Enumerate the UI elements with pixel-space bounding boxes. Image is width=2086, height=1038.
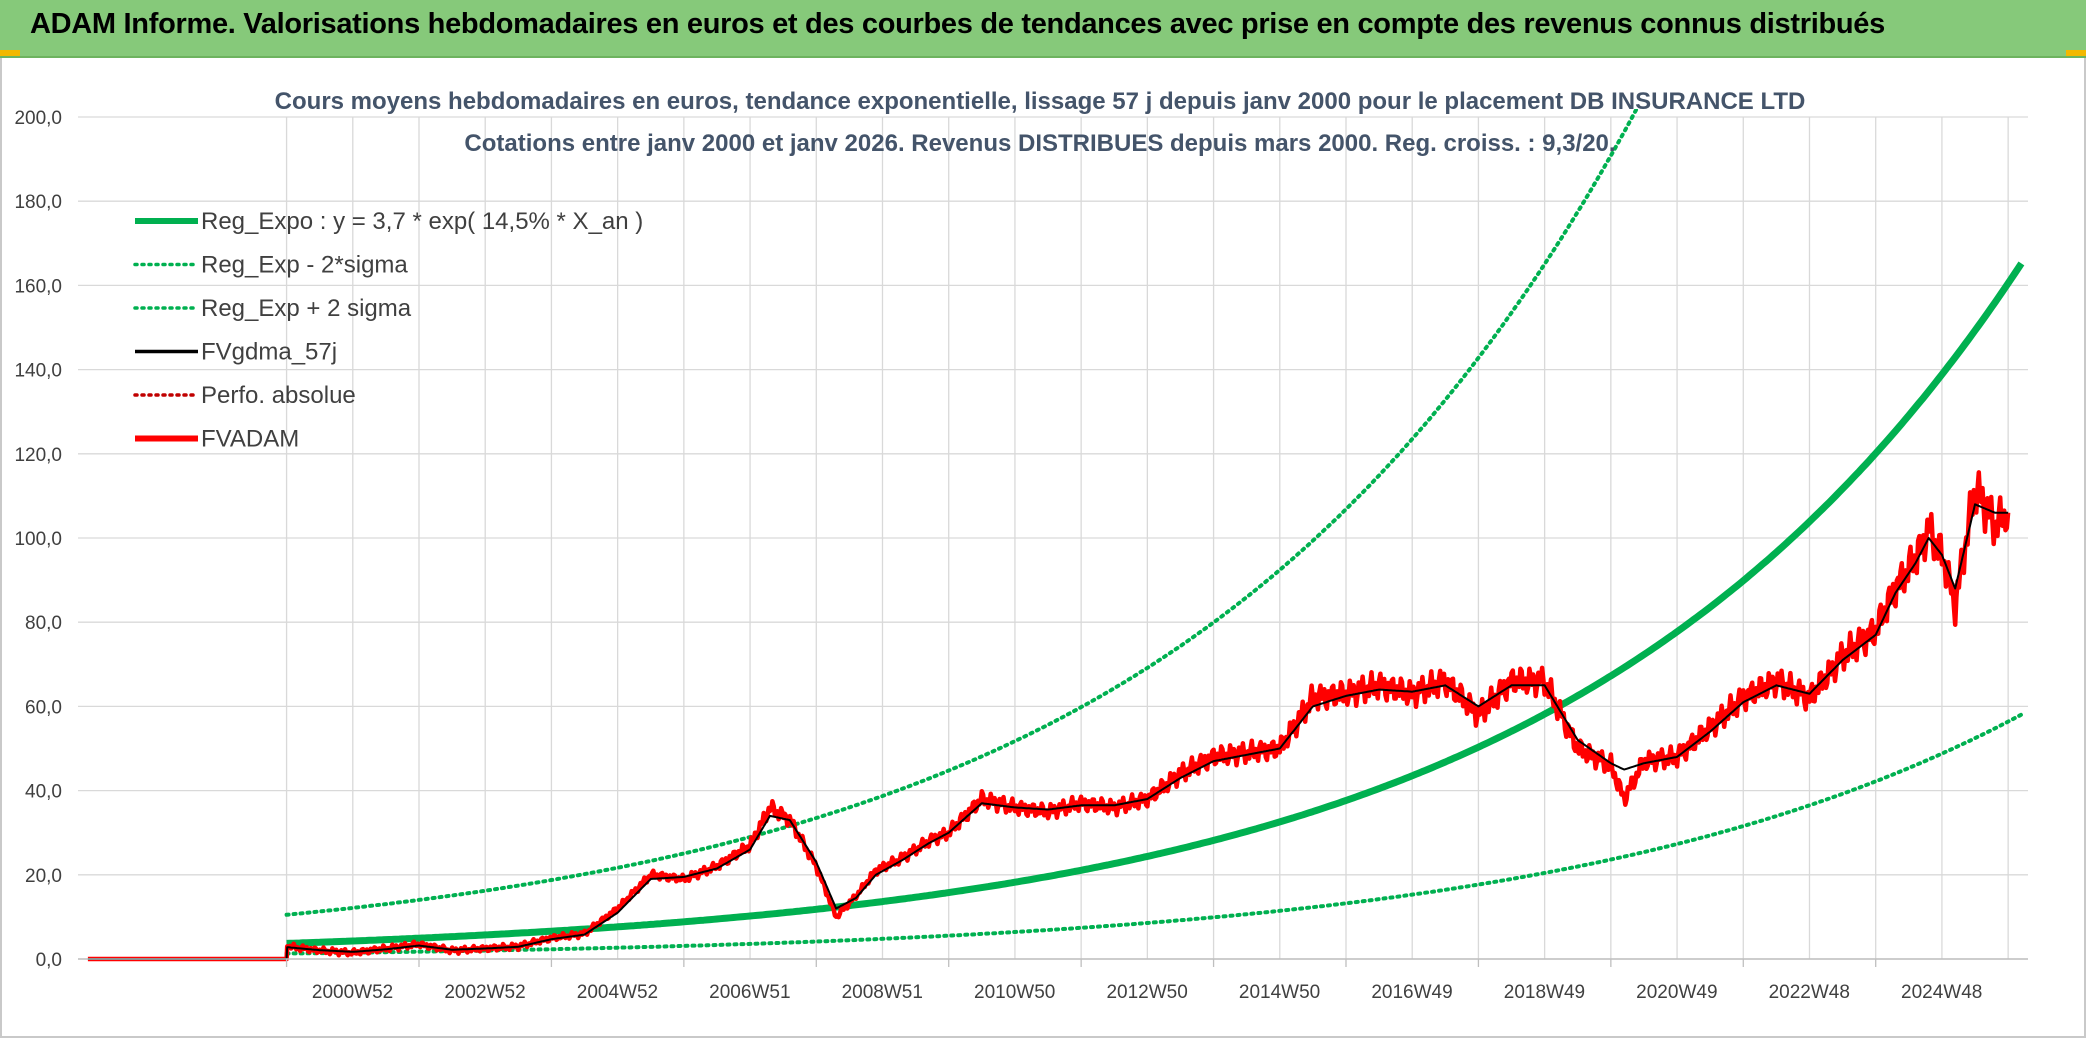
x-tick-label: 2004W52	[577, 982, 658, 1003]
y-tick-label: 200,0	[14, 108, 62, 129]
legend-label: Reg_Exp + 2 sigma	[201, 295, 412, 322]
axes: 0,0 20,0 40,0 60,0 80,0 100,0 120,0 140,0 160,0 1…	[14, 108, 2028, 1003]
series-layer	[86, 109, 2025, 962]
y-tick-label: 40,0	[25, 782, 62, 803]
x-tick-label: 2020W49	[1636, 982, 1717, 1003]
corner-mark-left	[0, 50, 20, 56]
x-tick-label: 2014W50	[1239, 982, 1320, 1003]
x-tick-label: 2002W52	[444, 982, 525, 1003]
chart-title: Cours moyens hebdomadaires en euros, ten…	[275, 88, 1806, 115]
series-line	[284, 712, 2024, 956]
y-tick-label: 60,0	[25, 697, 62, 718]
y-tick-label: 0,0	[36, 950, 62, 971]
y-tick-label: 20,0	[25, 866, 62, 887]
x-tick-label: 2012W50	[1106, 982, 1187, 1003]
legend-label: FVADAM	[201, 426, 299, 453]
series-line	[87, 503, 2009, 960]
x-tick-label: 2018W49	[1504, 982, 1585, 1003]
y-tick-label: 180,0	[14, 192, 62, 213]
header-banner: ADAM Informe. Valorisations hebdomadaire…	[0, 0, 2086, 58]
y-tick-label: 140,0	[14, 361, 62, 382]
x-tick-label: 2006W51	[709, 982, 790, 1003]
x-tick-label: 2010W50	[974, 982, 1055, 1003]
series-line	[86, 470, 2011, 962]
report-title: ADAM Informe. Valorisations hebdomadaire…	[30, 8, 1885, 40]
corner-mark-right	[2066, 50, 2086, 56]
grid	[78, 116, 2028, 960]
x-tick-label: 2022W48	[1769, 982, 1850, 1003]
y-tick-label: 100,0	[14, 529, 62, 550]
y-tick-label: 160,0	[14, 276, 62, 297]
chart-subtitle: Cotations entre janv 2000 et janv 2026. …	[464, 130, 1615, 157]
legend-label: Perfo. absolue	[201, 382, 356, 409]
x-tick-label: 2016W49	[1371, 982, 1452, 1003]
chart-title-block: Cours moyens hebdomadaires en euros, ten…	[275, 88, 1806, 157]
legend: Reg_Expo : y = 3,7 * exp( 14,5% * X_an )…	[133, 208, 643, 453]
series-line	[284, 109, 1639, 917]
legend-label: Reg_Exp - 2*sigma	[201, 252, 408, 279]
x-tick-label: 2024W48	[1901, 982, 1982, 1003]
y-tick-label: 80,0	[25, 613, 62, 634]
x-tick-label: 2000W52	[312, 982, 393, 1003]
series-line	[286, 261, 2025, 947]
y-tick-label: 120,0	[14, 445, 62, 466]
x-tick-label: 2008W51	[842, 982, 923, 1003]
legend-label: FVgdma_57j	[201, 339, 337, 366]
legend-label: Reg_Expo : y = 3,7 * exp( 14,5% * X_an )	[201, 208, 643, 235]
